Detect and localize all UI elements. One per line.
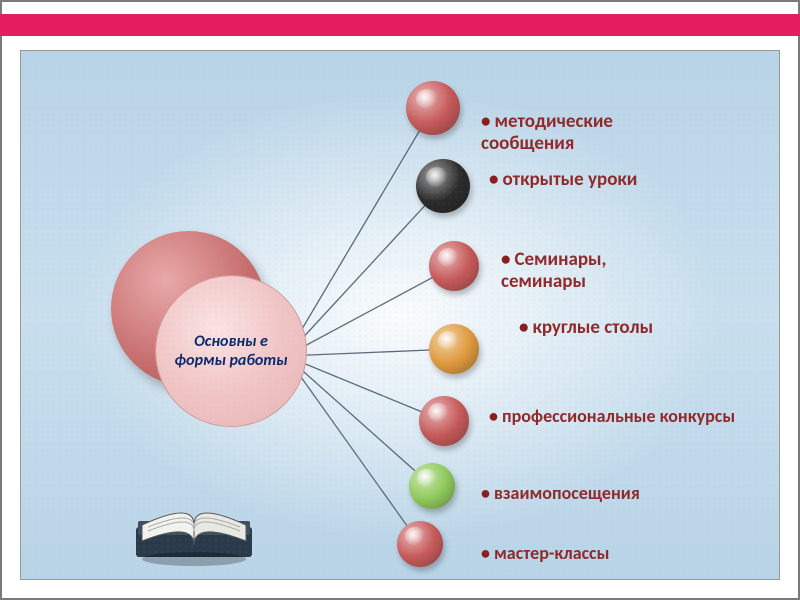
connector-line [286, 356, 416, 471]
node-sphere [416, 159, 470, 213]
node-label-text: профессиональные конкурсы [502, 405, 735, 427]
node-label-text: методические сообщения [481, 110, 613, 155]
node-label-text: круглые столы [532, 316, 653, 339]
node-sphere [419, 396, 469, 446]
bullet-icon: • [501, 248, 510, 271]
node-label-text: открытые уроки [502, 168, 637, 191]
book-icon [126, 471, 266, 571]
connector-line [286, 356, 422, 412]
center-label: Основны е формы работы [168, 332, 294, 370]
connector-line [286, 356, 407, 526]
node-label: •открытые уроки [489, 169, 649, 191]
node-label: •круглые столы [519, 317, 669, 339]
bullet-icon: • [481, 110, 490, 133]
bullet-icon: • [481, 482, 490, 504]
node-label: •профессиональные конкурсы [489, 406, 749, 427]
connector-line [286, 205, 425, 356]
node-sphere [409, 463, 455, 509]
bullet-icon: • [489, 168, 498, 191]
node-sphere [429, 324, 479, 374]
node-label-text: мастер-классы [494, 542, 609, 564]
connector-line [286, 277, 433, 356]
node-sphere [406, 81, 460, 135]
bullet-icon: • [489, 405, 498, 427]
node-sphere [397, 521, 443, 567]
connector-line [286, 350, 430, 356]
bullet-icon: • [481, 542, 490, 564]
center-sphere-front: Основны е формы работы [156, 276, 306, 426]
node-sphere [429, 241, 479, 291]
node-label: •мастер-классы [481, 543, 701, 564]
bullet-icon: • [519, 316, 528, 339]
accent-bar [0, 14, 800, 36]
node-label-text: Семинары, семинары [501, 248, 606, 293]
diagram-canvas: Основны е формы работы•методические сооб… [20, 50, 780, 580]
connector-line [286, 130, 420, 356]
node-label: •методические сообщения [481, 111, 681, 155]
node-label: •Семинары, семинары [501, 249, 671, 293]
node-label-text: взаимопосещения [494, 482, 640, 504]
node-label: •взаимопосещения [481, 483, 721, 504]
